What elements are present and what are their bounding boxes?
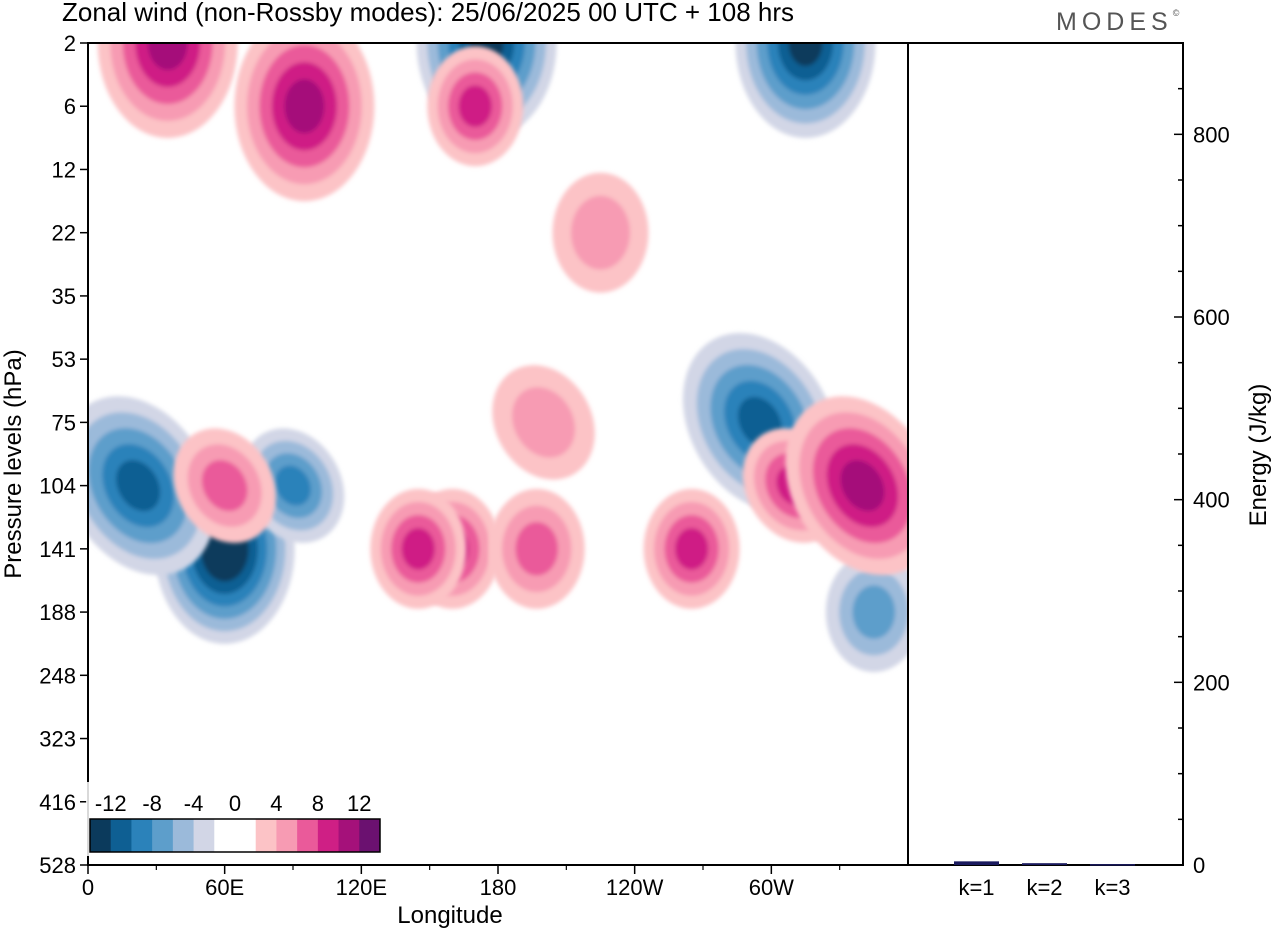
x-tick-label: 60E — [205, 875, 244, 900]
wind-feature — [492, 365, 595, 480]
wind-feature — [643, 488, 740, 609]
colorbar-swatch — [235, 819, 257, 852]
energy-axis-title: Energy (J/kg) — [1245, 384, 1272, 527]
colorbar-swatch — [255, 819, 277, 852]
colorbar-swatch — [317, 819, 340, 852]
wind-feature — [488, 488, 585, 609]
colorbar-swatch — [152, 819, 174, 852]
colorbar-label: 12 — [347, 791, 371, 816]
wind-feature — [370, 488, 467, 609]
energy-tick-label: 800 — [1193, 122, 1230, 147]
x-tick-label: 60W — [749, 875, 794, 900]
energy-bar-chart: 0 200 400 600 800 Energy (J/kg) k=1 k=2 k=3 — [954, 42, 1272, 900]
energy-tick-label: 0 — [1193, 853, 1205, 878]
modes-logo: MODES© — [1056, 8, 1179, 37]
colorbar-label: -12 — [95, 791, 127, 816]
brand-text: MODES — [1056, 8, 1173, 36]
colorbar-label: 4 — [270, 791, 282, 816]
y-tick-label: 35 — [52, 284, 76, 309]
energy-category-label: k=1 — [958, 875, 994, 900]
wind-feature — [88, 396, 216, 576]
colorbar-swatch — [110, 819, 132, 852]
brand-mark: © — [1172, 8, 1180, 18]
x-axis-title: Longitude — [397, 902, 502, 929]
energy-tick-label: 200 — [1193, 670, 1230, 695]
wind-feature — [825, 552, 908, 673]
colorbar: -12 -8 -4 0 4 8 12 — [86, 782, 384, 856]
y-axis-title: Pressure levels (hPa) — [0, 349, 27, 578]
wind-feature — [427, 46, 524, 167]
energy-bar — [1022, 863, 1067, 865]
energy-tick-label: 400 — [1193, 488, 1230, 513]
y-tick-label: 528 — [39, 853, 76, 878]
colorbar-swatch — [214, 819, 236, 852]
y-tick-label: 75 — [52, 410, 76, 435]
wind-feature — [173, 428, 276, 543]
energy-category-label: k=2 — [1026, 875, 1062, 900]
colorbar-swatch — [338, 819, 360, 852]
x-tick-label: 180 — [480, 875, 517, 900]
colorbar-frame — [89, 818, 381, 853]
colorbar-label: 8 — [312, 791, 324, 816]
y-tick-label: 6 — [64, 94, 76, 119]
y-tick-label: 104 — [39, 474, 76, 499]
heatmap-field — [88, 43, 908, 673]
y-tick-label: 323 — [39, 727, 76, 752]
energy-tick-label: 600 — [1193, 305, 1230, 330]
colorbar-swatch — [172, 819, 195, 852]
y-tick-label: 141 — [39, 537, 76, 562]
x-tick-label: 120W — [606, 875, 664, 900]
colorbar-swatch — [131, 819, 153, 852]
energy-bar — [954, 861, 999, 865]
y-tick-label: 22 — [52, 221, 76, 246]
wind-feature — [785, 396, 908, 576]
wind-feature — [735, 43, 876, 138]
y-tick-label: 2 — [64, 31, 76, 56]
y-tick-label: 416 — [39, 790, 76, 815]
y-tick-label: 53 — [52, 347, 76, 372]
x-tick-label: 120E — [336, 875, 387, 900]
x-tick-label: 0 — [82, 875, 94, 900]
energy-bar — [1090, 864, 1135, 866]
y-tick-label: 248 — [39, 663, 76, 688]
colorbar-label: 0 — [229, 791, 241, 816]
y-tick-label: 188 — [39, 600, 76, 625]
energy-category-label: k=3 — [1094, 875, 1130, 900]
wind-feature — [97, 43, 238, 138]
y-tick-label: 12 — [52, 157, 76, 182]
colorbar-swatch — [276, 819, 298, 852]
wind-feature — [552, 172, 649, 293]
chart-title: Zonal wind (non-Rossby modes): 25/06/202… — [62, 0, 794, 27]
colorbar-swatch — [193, 819, 215, 852]
wind-feature — [234, 43, 375, 202]
colorbar-swatch — [359, 819, 381, 852]
colorbar-label: -4 — [184, 791, 204, 816]
colorbar-label: -8 — [142, 791, 162, 816]
colorbar-swatch — [90, 819, 112, 852]
colorbar-swatch — [297, 819, 319, 852]
